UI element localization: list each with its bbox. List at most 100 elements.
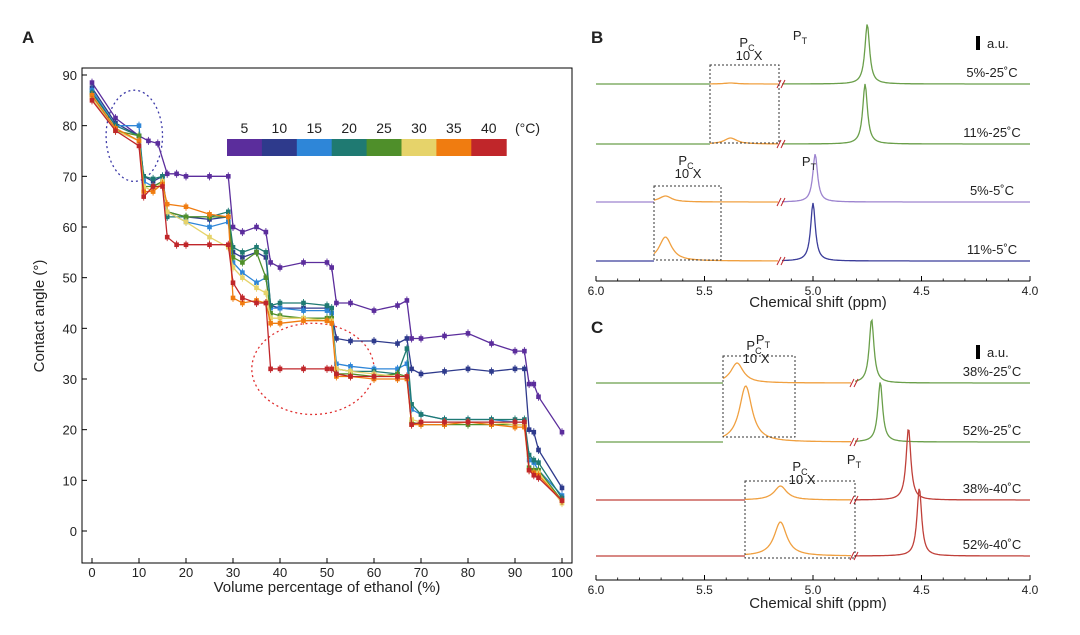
data-point (324, 318, 330, 324)
data-point (160, 184, 165, 189)
x-tick-label: 6.0 (588, 284, 605, 298)
data-series (89, 78, 565, 508)
data-point (254, 300, 259, 306)
magnification-box-2 (744, 480, 856, 559)
data-point (301, 366, 306, 372)
legend-swatch-35 (436, 139, 472, 156)
legend-unit: (°C) (515, 120, 540, 136)
data-point (348, 338, 353, 344)
data-point (183, 214, 189, 220)
data-point (418, 419, 424, 425)
legend-label: 10 (272, 120, 288, 136)
data-point (418, 336, 424, 341)
data-point (348, 364, 353, 369)
data-point (536, 394, 541, 400)
data-point (465, 366, 471, 372)
spectrum-label: 11%-25˚C (963, 125, 1021, 140)
data-point (348, 369, 353, 374)
data-point (526, 452, 532, 458)
data-point (324, 303, 330, 308)
data-point (536, 475, 541, 481)
data-point (324, 260, 330, 265)
y-tick-label: 0 (70, 524, 77, 539)
data-point (277, 320, 283, 326)
data-point (160, 174, 165, 179)
y-tick-label: 10 (63, 473, 77, 488)
data-point (230, 265, 236, 270)
data-point (334, 366, 339, 372)
data-point (207, 224, 212, 230)
data-point (531, 381, 537, 387)
spectrum-38%-25˚C: 38%-25˚C (596, 318, 1030, 388)
data-point (489, 341, 494, 346)
data-point (559, 485, 565, 491)
legend-swatch-20 (331, 139, 368, 156)
data-point (329, 320, 334, 326)
spectrum-label: 38%-40˚C (963, 481, 1022, 496)
data-point (164, 209, 170, 215)
data-point (230, 280, 236, 286)
pt-annotation: PT (847, 452, 862, 470)
data-point (536, 460, 541, 465)
spectrum-trace (855, 488, 1030, 557)
data-point (301, 300, 306, 306)
data-point (277, 366, 283, 372)
data-point (240, 270, 245, 275)
scale-bar-label: a.u. (987, 345, 1009, 360)
legend-swatch-40 (471, 139, 507, 156)
magnified-trace (745, 485, 851, 501)
data-point (465, 331, 471, 336)
scale-bar (976, 36, 980, 50)
data-point (263, 300, 269, 306)
data-point (230, 260, 236, 265)
axis-break-mark (849, 551, 859, 561)
data-point (226, 174, 231, 179)
data-point (136, 143, 142, 149)
data-point (277, 315, 283, 321)
x-tick-label: 5.5 (696, 583, 713, 597)
legend-label: 5 (241, 120, 249, 136)
spectrum-trace (781, 154, 1030, 203)
spectrum-label: 52%-40˚C (963, 537, 1022, 552)
magnification-label: 10 X (736, 48, 763, 63)
x-tick-label: 4.0 (1022, 583, 1039, 597)
data-point (146, 138, 151, 144)
data-point (183, 242, 189, 248)
legend-label: 40 (481, 120, 497, 136)
data-point (371, 308, 377, 313)
data-point (150, 176, 156, 182)
data-point (113, 115, 118, 121)
x-tick-label: 4.5 (913, 284, 930, 298)
x-tick-label: 40 (273, 565, 287, 580)
data-point (230, 224, 236, 230)
data-point (263, 290, 269, 296)
data-point (531, 457, 537, 463)
x-axis: 6.0 5.5 5.0 4.5 4.0 (588, 575, 1039, 597)
x-tick-label: 4.5 (913, 583, 930, 597)
panel-label-b: B (591, 28, 603, 47)
data-point (526, 457, 532, 463)
magnified-trace (744, 521, 851, 557)
magnified-trace (653, 236, 778, 262)
x-tick-label: 70 (414, 565, 428, 580)
data-point (207, 242, 212, 248)
pt-annotation: PT (793, 28, 808, 46)
scale-bar (976, 345, 980, 359)
x-tick-label: 10 (132, 565, 146, 580)
data-point (512, 419, 518, 425)
data-point (522, 366, 527, 372)
data-point (512, 424, 518, 430)
data-point (409, 336, 414, 341)
data-point (531, 429, 537, 435)
x-tick-label: 100 (551, 565, 573, 580)
y-tick-label: 50 (63, 271, 77, 286)
panel-label-c: C (591, 318, 603, 337)
spectrum-52%-40˚C: 52%-40˚C (596, 488, 1030, 561)
magnified-trace (653, 195, 778, 203)
legend-label: 25 (376, 120, 392, 136)
nmr-spectra-c: 38%-25˚C52%-25˚C38%-40˚C52%-40˚C PTPC10 … (588, 318, 1039, 612)
data-point (329, 366, 334, 372)
legend-swatch-30 (401, 139, 437, 156)
